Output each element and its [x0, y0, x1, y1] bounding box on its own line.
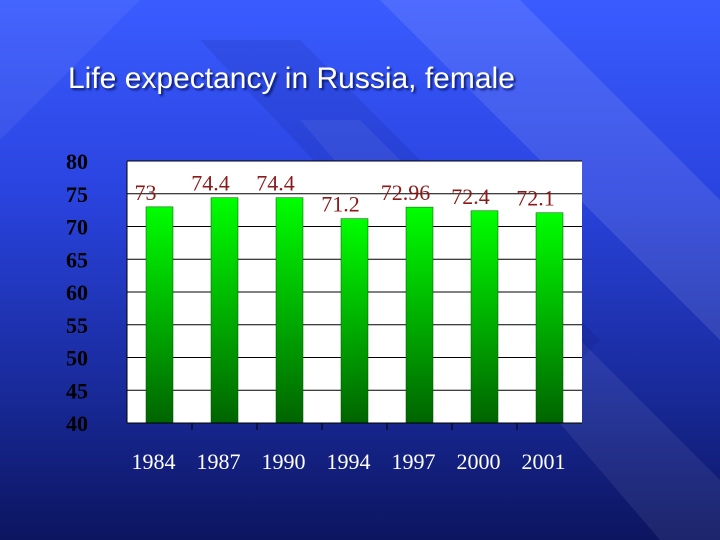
x-tick-label: 2001	[522, 449, 566, 474]
y-tick-label: 50	[66, 346, 88, 371]
data-label: 74.4	[256, 171, 295, 196]
y-tick-label: 65	[66, 247, 88, 272]
bar	[340, 218, 369, 424]
x-tick-label: 1994	[327, 449, 371, 474]
data-label: 72.4	[451, 184, 490, 209]
bar	[470, 210, 499, 424]
data-label: 72.1	[516, 186, 555, 211]
bar	[210, 197, 239, 424]
data-label: 74.4	[191, 171, 230, 196]
x-tick-label: 2000	[457, 449, 501, 474]
y-tick-labels: 80 75 70 65 60 55 50 45 40	[66, 149, 88, 436]
x-tick-label: 1984	[132, 449, 176, 474]
bar	[275, 197, 304, 424]
y-tick-label: 70	[66, 215, 88, 240]
y-tick-label: 40	[66, 411, 88, 436]
bar	[145, 206, 174, 424]
y-tick-label: 60	[66, 280, 88, 305]
data-label: 71.2	[321, 192, 360, 217]
x-tick-label: 1997	[392, 449, 436, 474]
y-tick-label: 80	[66, 149, 88, 174]
page-title: Life expectancy in Russia, female	[68, 62, 515, 95]
y-tick-label: 55	[66, 313, 88, 338]
axes	[126, 161, 582, 430]
bar	[405, 206, 434, 424]
y-tick-label: 45	[66, 378, 88, 403]
x-tick-label: 1990	[262, 449, 306, 474]
data-label: 72.96	[381, 180, 431, 205]
data-label: 73	[135, 180, 157, 205]
bars	[145, 197, 564, 424]
x-tick-label: 1987	[197, 449, 241, 474]
bar	[535, 212, 564, 424]
x-tick-labels: 1984 1987 1990 1994 1997 2000 2001	[132, 449, 566, 474]
y-tick-label: 75	[66, 182, 88, 207]
data-labels: 73 74.4 74.4 71.2 72.96 72.4 72.1	[135, 171, 555, 217]
